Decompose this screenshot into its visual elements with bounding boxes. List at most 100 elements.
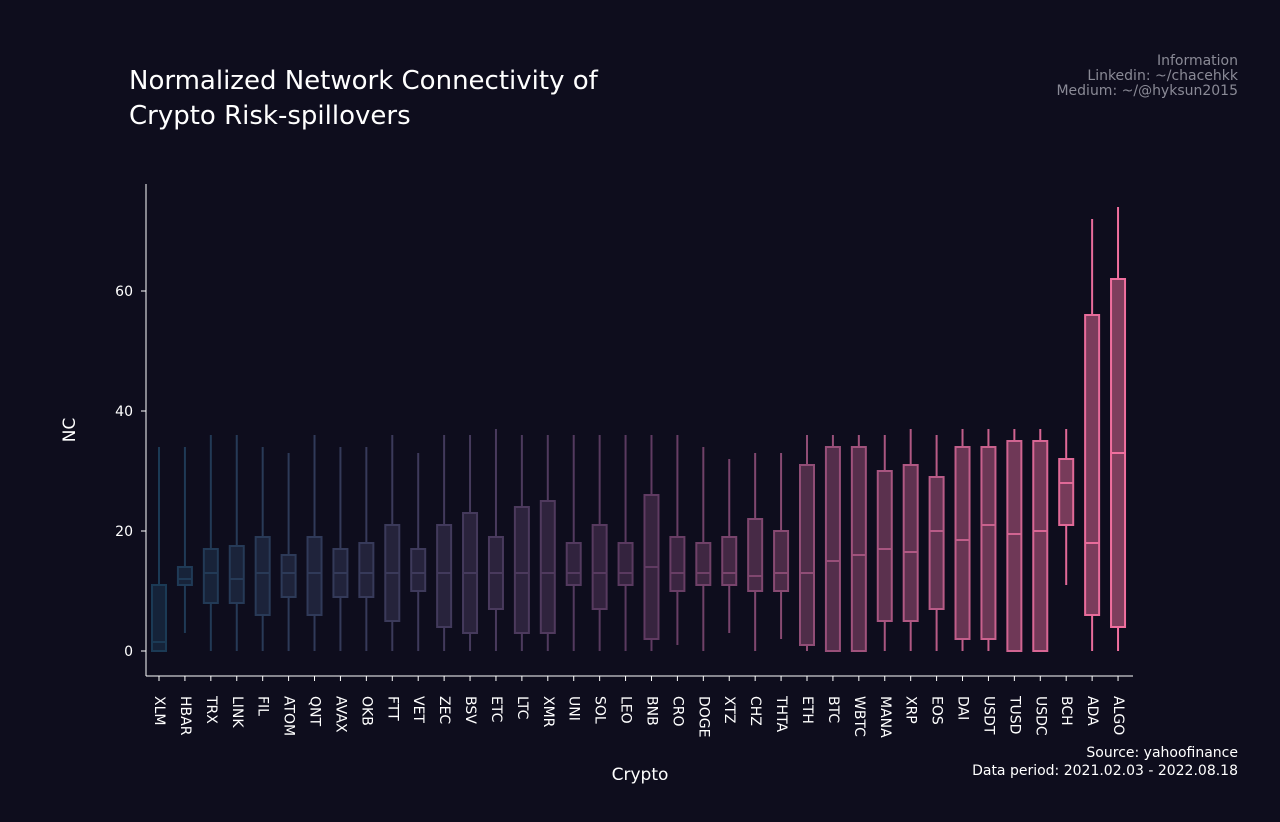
iqr-box: [695, 542, 712, 586]
iqr-box: [358, 542, 375, 598]
box-vet: [410, 453, 427, 651]
box-uni: [565, 435, 582, 651]
box-qnt: [306, 435, 323, 651]
chart-title: Normalized Network Connectivity of Crypt…: [129, 66, 598, 131]
y-tick-label: 40: [115, 404, 133, 420]
y-axis-title: NC: [60, 418, 80, 443]
x-tick-label: AVAX: [332, 696, 348, 733]
y-tick-label: 20: [115, 524, 133, 540]
x-tick-label: XRP: [903, 696, 919, 724]
x-tick-label: BNB: [643, 696, 659, 726]
x-tick-label: ADA: [1084, 696, 1100, 726]
y-tick-label: 0: [124, 644, 133, 660]
iqr-box: [228, 545, 245, 604]
box-tusd: [1006, 429, 1023, 652]
box-eos: [928, 435, 945, 651]
x-axis-title: Crypto: [612, 765, 669, 785]
box-xlm: [151, 447, 167, 652]
x-tick-label: UNI: [566, 696, 582, 721]
x-tick-label: LINK: [229, 696, 245, 728]
box-zec: [436, 435, 453, 651]
x-tick-label: TRX: [203, 695, 219, 724]
x-tick-label: ALGO: [1110, 696, 1126, 735]
iqr-box: [876, 470, 893, 622]
x-tick-label: FIL: [255, 696, 271, 716]
box-chz: [747, 453, 764, 651]
iqr-box: [799, 464, 815, 646]
medium-text: Medium: ~/@hyksun2015: [1056, 83, 1238, 99]
x-tick-label: XMR: [540, 696, 556, 728]
iqr-box: [202, 548, 219, 604]
box-atom: [280, 453, 297, 651]
box-dai: [954, 429, 971, 651]
box-ftt: [384, 435, 401, 651]
x-tick-label: USDC: [1032, 696, 1048, 736]
iqr-box: [436, 524, 453, 628]
iqr-box: [669, 536, 686, 592]
source-text: Source: yahoofinance: [1086, 745, 1238, 761]
iqr-box: [773, 530, 790, 592]
box-fil: [254, 447, 271, 651]
box-okb: [358, 447, 375, 651]
iqr-box: [254, 536, 271, 616]
box-leo: [617, 435, 634, 651]
iqr-box: [306, 536, 323, 616]
iqr-box: [721, 536, 738, 586]
x-tick-label: VET: [410, 696, 426, 723]
iqr-box: [980, 446, 997, 640]
box-link: [228, 435, 245, 651]
linkedin-text: Linkedin: ~/chacehkk: [1087, 68, 1238, 84]
x-tick-label: CHZ: [747, 696, 763, 726]
x-tick-label: ETC: [488, 696, 504, 723]
x-tick-label: SOL: [592, 696, 608, 724]
x-tick-label: FTT: [384, 696, 400, 721]
info-block: Information Linkedin: ~/chacehkk Medium:…: [1056, 54, 1238, 99]
x-tick-label: LTC: [514, 696, 530, 720]
box-xmr: [539, 435, 556, 651]
x-tick-label: USDT: [980, 696, 996, 735]
iqr-box: [824, 446, 841, 652]
iqr-box: [513, 506, 530, 634]
box-avax: [332, 447, 349, 651]
iqr-box: [747, 518, 764, 592]
x-tick-label: EOS: [929, 696, 945, 725]
x-tick-label: ETH: [799, 696, 815, 724]
iqr-box: [1084, 314, 1101, 616]
iqr-box: [902, 464, 919, 622]
box-hbar: [176, 447, 193, 633]
box-usdc: [1032, 429, 1049, 652]
x-tick-label: DAI: [955, 696, 971, 720]
box-series: [151, 207, 1127, 652]
info-heading: Information: [1156, 53, 1238, 69]
x-tick-label: TUSD: [1006, 695, 1022, 734]
box-eth: [799, 435, 815, 651]
x-axis-ticks: XLM HBAR TRX LINK FIL ATOM QNT AVAX OKB FTT VET ZEC…: [151, 676, 1126, 738]
box-usdt: [980, 429, 997, 651]
box-doge: [695, 447, 712, 651]
x-tick-label: HBAR: [177, 696, 193, 736]
x-tick-label: OKB: [358, 696, 374, 726]
box-sol: [591, 435, 608, 651]
iqr-box: [565, 542, 582, 586]
iqr-box: [1032, 440, 1049, 652]
x-tick-label: MANA: [877, 696, 893, 738]
x-tick-label: THTA: [773, 695, 789, 733]
x-tick-label: XTZ: [721, 696, 737, 724]
box-btc: [824, 435, 841, 652]
box-ada: [1084, 219, 1101, 651]
iqr-box: [1006, 440, 1023, 652]
iqr-box: [954, 446, 971, 640]
x-tick-label: XLM: [151, 696, 167, 725]
box-xtz: [721, 459, 738, 633]
box-bnb: [643, 435, 660, 651]
x-tick-label: CRO: [669, 696, 685, 727]
x-tick-label: LEO: [618, 696, 634, 724]
box-thta: [773, 453, 790, 639]
x-tick-label: ATOM: [281, 696, 297, 736]
iqr-box: [280, 554, 297, 598]
x-tick-label: BCH: [1058, 696, 1074, 726]
box-ltc: [513, 435, 530, 651]
box-xrp: [902, 429, 919, 651]
x-tick-label: BTC: [825, 696, 841, 723]
box-mana: [876, 435, 893, 651]
